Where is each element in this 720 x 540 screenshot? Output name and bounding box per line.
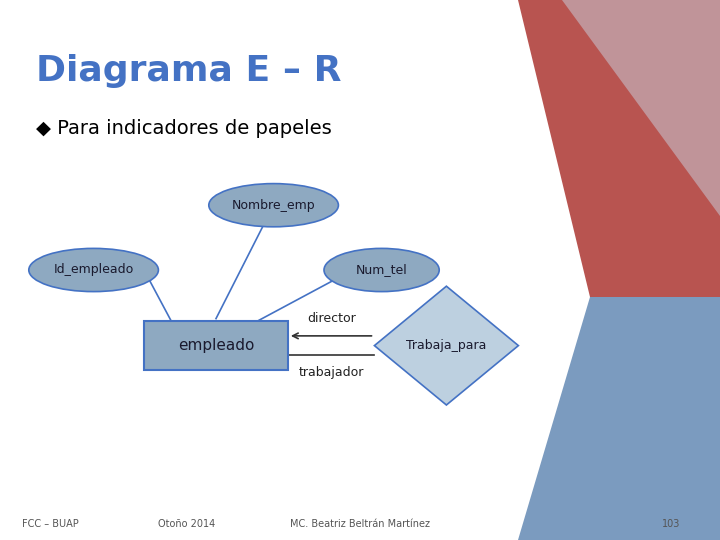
Text: trabajador: trabajador — [299, 366, 364, 379]
Polygon shape — [562, 0, 720, 216]
Text: Otoño 2014: Otoño 2014 — [158, 519, 216, 529]
Text: FCC – BUAP: FCC – BUAP — [22, 519, 78, 529]
Polygon shape — [374, 286, 518, 405]
FancyBboxPatch shape — [144, 321, 288, 370]
Text: Diagrama E – R: Diagrama E – R — [36, 54, 341, 88]
Polygon shape — [518, 297, 720, 540]
Polygon shape — [518, 0, 720, 297]
Text: Trabaja_para: Trabaja_para — [406, 339, 487, 352]
Text: Id_empleado: Id_empleado — [53, 264, 134, 276]
Text: empleado: empleado — [178, 338, 254, 353]
Text: 103: 103 — [662, 519, 681, 529]
Text: Num_tel: Num_tel — [356, 264, 408, 276]
Text: director: director — [307, 312, 356, 325]
Ellipse shape — [324, 248, 439, 292]
Text: MC. Beatriz Beltrán Martínez: MC. Beatriz Beltrán Martínez — [290, 519, 430, 529]
Ellipse shape — [29, 248, 158, 292]
Ellipse shape — [209, 184, 338, 227]
Text: ◆ Para indicadores de papeles: ◆ Para indicadores de papeles — [36, 119, 332, 138]
Text: Nombre_emp: Nombre_emp — [232, 199, 315, 212]
